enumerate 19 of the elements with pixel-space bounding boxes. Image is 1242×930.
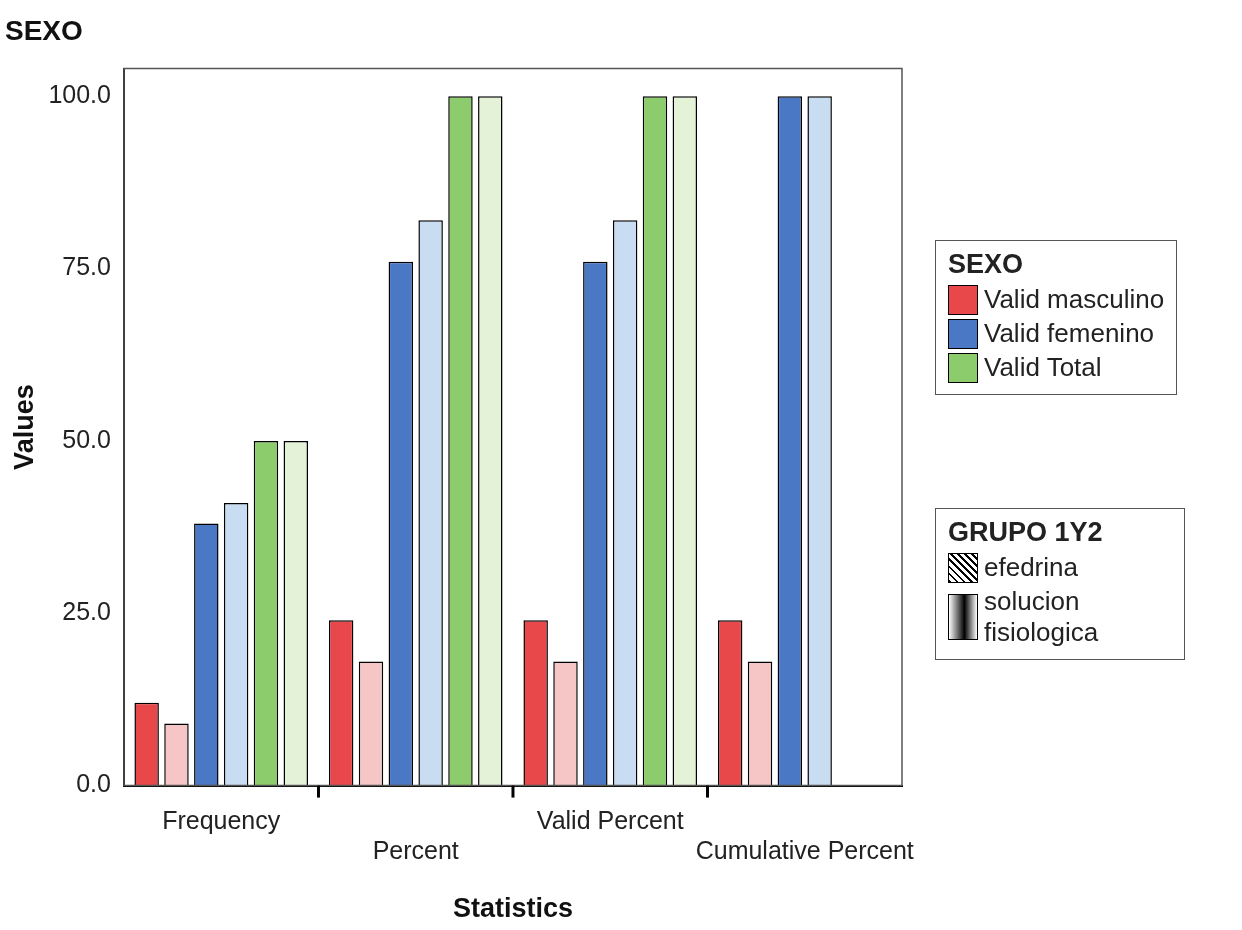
x-tick-label: Frequency bbox=[162, 806, 281, 835]
x-tick-label: Cumulative Percent bbox=[695, 836, 914, 865]
x-tick-label: Percent bbox=[372, 836, 459, 865]
y-axis-title: Values bbox=[8, 384, 39, 470]
text: efedrina bbox=[984, 552, 1078, 583]
y-tick-label: 0.0 bbox=[76, 769, 111, 798]
y-tick-label: 50.0 bbox=[62, 424, 111, 453]
y-tick-label: 75.0 bbox=[62, 252, 111, 281]
legend-title: SEXO bbox=[948, 249, 1025, 280]
legend-label: Valid masculino bbox=[984, 284, 1165, 315]
text: GRUPO 1Y2 bbox=[948, 517, 1104, 548]
chart-title: SEXO bbox=[5, 14, 83, 46]
text: solucion fisiologica bbox=[984, 586, 1100, 648]
legend-label: Valid femenino bbox=[984, 318, 1155, 349]
y-tick-label: 100.0 bbox=[48, 80, 111, 109]
x-tick-label: Valid Percent bbox=[536, 806, 684, 835]
legend-label: Valid Total bbox=[984, 352, 1102, 383]
x-axis-title: Statistics bbox=[452, 893, 574, 924]
y-tick-label: 25.0 bbox=[62, 597, 111, 626]
